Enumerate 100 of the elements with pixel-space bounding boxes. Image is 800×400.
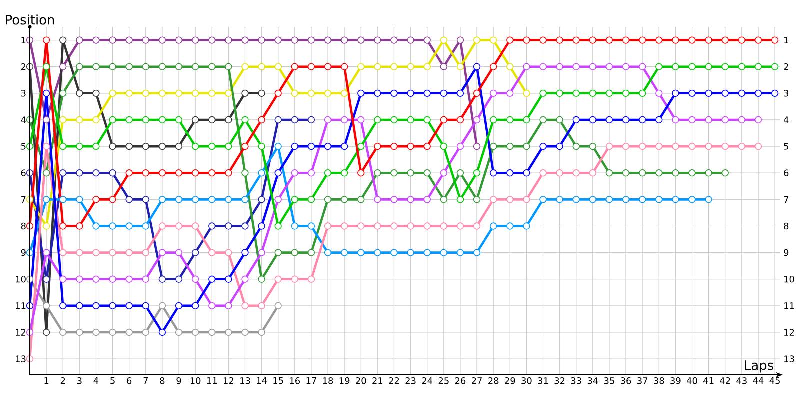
point: [324, 142, 332, 150]
x-tick-label: 17: [306, 378, 316, 384]
point: [358, 249, 365, 256]
point: [274, 302, 282, 310]
point: [722, 170, 729, 177]
point: [42, 249, 50, 256]
point: [225, 36, 232, 44]
point: [473, 249, 481, 256]
point: [158, 170, 166, 177]
y2-tick-label: 3: [784, 90, 789, 97]
point: [308, 222, 316, 230]
point: [324, 196, 332, 204]
point: [109, 170, 116, 177]
point: [639, 196, 646, 204]
point: [291, 63, 298, 70]
point: [192, 196, 200, 204]
point: [656, 90, 663, 97]
x-tick-label: 44: [753, 378, 764, 384]
point: [424, 36, 431, 44]
x-tick-label: 24: [422, 378, 433, 384]
point: [158, 116, 166, 124]
point: [258, 170, 266, 177]
point: [390, 249, 398, 256]
point: [672, 36, 680, 44]
point: [606, 90, 614, 97]
point: [258, 222, 266, 230]
point: [589, 170, 597, 177]
point: [523, 36, 530, 44]
point: [42, 36, 50, 44]
point: [572, 170, 580, 177]
point: [473, 116, 481, 124]
point: [374, 249, 382, 256]
point: [622, 63, 630, 70]
point: [92, 170, 100, 177]
y-tick-label: 10: [16, 276, 26, 283]
point: [76, 116, 84, 124]
point: [523, 196, 530, 204]
x-tick-label: 31: [538, 378, 548, 384]
x-tick-label: 5: [110, 378, 115, 384]
point: [291, 36, 298, 44]
x-tick-label: 10: [190, 378, 201, 384]
point: [60, 222, 67, 230]
point: [158, 302, 166, 310]
point: [490, 222, 498, 230]
point: [76, 142, 84, 150]
y2-tick-label: 9: [784, 249, 789, 256]
point: [158, 63, 166, 70]
point: [242, 36, 249, 44]
point: [291, 249, 298, 256]
point: [158, 222, 166, 230]
point: [92, 36, 100, 44]
point: [656, 142, 663, 150]
x-tick-label: 22: [389, 378, 400, 384]
point: [722, 36, 729, 44]
point: [390, 90, 398, 97]
point: [506, 36, 514, 44]
x-tick-label: 28: [488, 378, 499, 384]
point: [225, 249, 232, 256]
point: [556, 63, 564, 70]
point: [374, 90, 382, 97]
point: [192, 36, 200, 44]
point: [358, 36, 365, 44]
point: [60, 36, 67, 44]
point: [142, 116, 150, 124]
point: [754, 116, 762, 124]
point: [440, 222, 448, 230]
point: [622, 90, 630, 97]
y2-tick-label: 7: [784, 196, 788, 203]
point: [424, 170, 431, 177]
x-tick-label: 35: [604, 378, 614, 384]
point: [572, 36, 580, 44]
point: [589, 116, 597, 124]
point: [242, 142, 249, 150]
point: [60, 276, 67, 283]
point: [407, 142, 414, 150]
point: [258, 249, 266, 256]
x-tick-label: 7: [144, 378, 148, 384]
x-tick-label: 34: [588, 378, 598, 384]
point: [92, 196, 100, 204]
y2-tick-label: 8: [784, 222, 789, 230]
point: [76, 249, 84, 256]
point: [158, 328, 166, 336]
point: [722, 63, 729, 70]
point: [358, 196, 365, 204]
point: [42, 328, 50, 336]
point: [291, 170, 298, 177]
point: [258, 90, 266, 97]
point: [324, 170, 332, 177]
point: [192, 63, 200, 70]
point: [407, 222, 414, 230]
x-tick-label: 20: [356, 378, 366, 384]
x-tick-label: 29: [505, 378, 516, 384]
y2-tick-label: 11: [784, 302, 794, 310]
point: [556, 90, 564, 97]
x-tick-label: 39: [670, 378, 681, 384]
point: [440, 63, 448, 70]
x-tick-label: 42: [720, 378, 730, 384]
point: [506, 142, 514, 150]
point: [656, 116, 663, 124]
point: [540, 116, 547, 124]
